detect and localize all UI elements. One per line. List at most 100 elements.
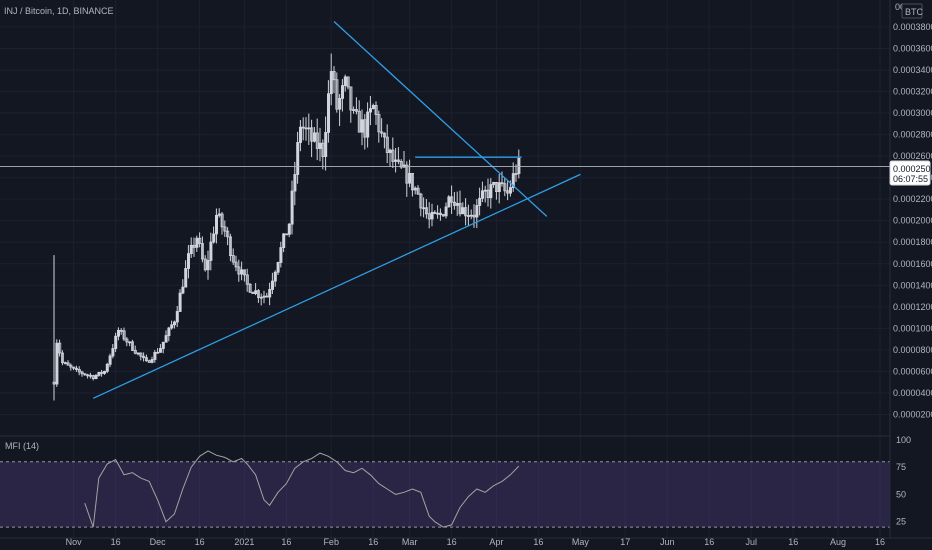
- candle-body: [352, 109, 356, 111]
- price-tick-label: 0.00018000: [893, 237, 932, 247]
- candle-body: [315, 132, 319, 149]
- candle-body: [164, 335, 168, 343]
- candle-body: [517, 157, 521, 175]
- price-tick-label: 0.00030000: [893, 108, 932, 118]
- candle-body: [430, 211, 434, 220]
- candle-body: [304, 127, 308, 130]
- candle-body: [410, 173, 414, 191]
- candle-body: [72, 366, 76, 369]
- candle-body: [326, 93, 330, 133]
- candle-body: [186, 253, 190, 269]
- candle-body: [514, 173, 518, 175]
- price-axis-top-partial: 00: [895, 2, 905, 12]
- price-tick-label: 0.00012000: [893, 302, 932, 312]
- candle-body: [382, 132, 386, 138]
- candle-body: [394, 159, 398, 162]
- candle-body: [189, 244, 193, 255]
- candle-body: [55, 342, 59, 385]
- candle-body: [172, 321, 176, 326]
- candle-body: [377, 114, 381, 133]
- candle-body: [284, 233, 288, 236]
- mfi-band: [0, 461, 890, 528]
- candle-body: [245, 274, 249, 285]
- candle-body: [77, 369, 81, 373]
- candle-body: [340, 85, 344, 99]
- grid: [0, 0, 890, 538]
- drawings[interactable]: [0, 21, 890, 399]
- candle-body: [237, 266, 241, 275]
- time-tick-label: 17: [620, 537, 630, 547]
- candle-body: [240, 269, 244, 275]
- candle-body: [298, 126, 302, 143]
- candle-body: [142, 355, 146, 359]
- time-tick-label: 16: [533, 537, 543, 547]
- candle-body: [385, 136, 389, 153]
- candle-body: [192, 244, 196, 248]
- candle-body: [332, 71, 336, 81]
- candle-body: [156, 351, 160, 354]
- candle-body: [128, 341, 132, 344]
- candle-body: [270, 280, 274, 290]
- current-price-label: 0.00025040: [893, 164, 932, 174]
- candle-body: [497, 182, 501, 192]
- price-tick-label: 0.00038000: [893, 22, 932, 32]
- candle-body: [338, 97, 342, 110]
- time-tick-label: 16: [875, 537, 885, 547]
- price-tick-label: 0.00006000: [893, 366, 932, 376]
- candle-body: [461, 207, 465, 215]
- candle-body: [500, 182, 504, 185]
- candle-body: [89, 374, 93, 377]
- time-tick-label: 16: [447, 537, 457, 547]
- candle-body: [105, 363, 109, 372]
- candle-body: [405, 164, 409, 184]
- candle-body: [125, 338, 129, 343]
- candle-body: [363, 119, 367, 138]
- mfi-pane: [0, 450, 890, 528]
- candle-body: [223, 226, 227, 232]
- candle-body: [321, 142, 325, 157]
- candle-body: [310, 127, 314, 142]
- time-tick-label: Jul: [745, 537, 757, 547]
- candle-body: [153, 351, 157, 360]
- candle-body: [161, 341, 165, 349]
- currency-badge[interactable]: [901, 3, 923, 19]
- candle-body: [366, 111, 370, 138]
- candle-body: [195, 237, 199, 248]
- candle-body: [324, 132, 328, 157]
- ascending-trendline: [92, 173, 581, 399]
- candle-body: [433, 211, 437, 214]
- candle-body: [329, 71, 333, 95]
- candle-body: [424, 207, 428, 215]
- candle-body: [293, 174, 297, 192]
- candle-body: [83, 373, 87, 376]
- candle-body: [318, 142, 322, 149]
- candle-body: [108, 355, 112, 365]
- time-tick-label: 16: [368, 537, 378, 547]
- time-tick-label: 16: [281, 537, 291, 547]
- mfi-tick-label: 50: [896, 489, 906, 499]
- time-tick-label: Mar: [402, 537, 418, 547]
- candle-body: [117, 329, 121, 337]
- currency-label: BTC: [905, 7, 924, 17]
- candle-body: [388, 149, 392, 153]
- candle-body: [307, 127, 311, 130]
- candle-body: [436, 212, 440, 215]
- candle-body: [279, 247, 283, 263]
- candle-body: [103, 370, 107, 374]
- candle-body: [248, 283, 252, 293]
- candle-body: [503, 183, 507, 192]
- candle-body: [312, 132, 316, 142]
- candle-body: [147, 360, 151, 363]
- candle-body: [167, 327, 171, 336]
- candle-body: [75, 367, 79, 370]
- countdown-label: 06:07:55: [893, 174, 928, 184]
- descending-trendline: [333, 21, 548, 217]
- mfi-title: MFI (14): [5, 441, 39, 451]
- candle-body: [58, 342, 62, 354]
- candle-body: [136, 352, 140, 355]
- candle-body: [198, 237, 202, 245]
- candle-body: [413, 187, 417, 191]
- candle-body: [242, 269, 246, 276]
